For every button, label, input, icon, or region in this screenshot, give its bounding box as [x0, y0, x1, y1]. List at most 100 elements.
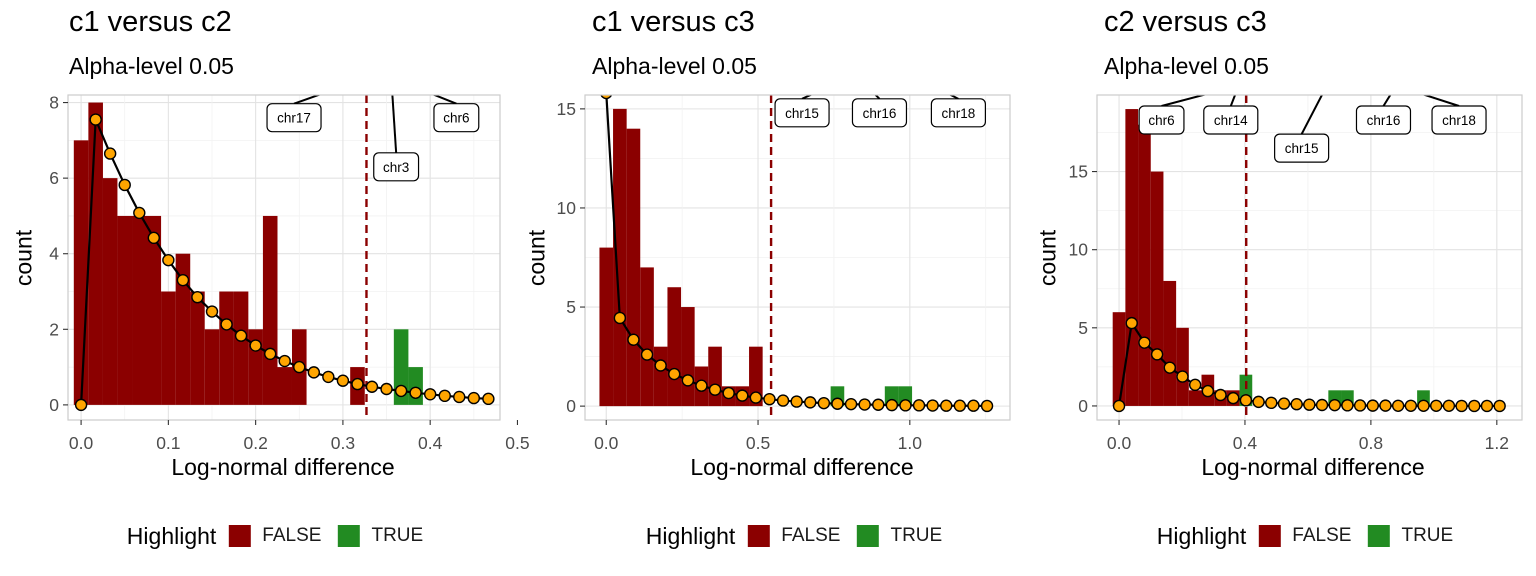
plot-svg: chr15 chr16 chr18 0.0 0.5 1.0 0 5 10 15 — [557, 94, 1011, 453]
density-point — [1125, 316, 1138, 330]
y-tick-label: 15 — [1069, 162, 1088, 182]
density-point — [162, 253, 175, 267]
label-box — [1274, 133, 1330, 163]
density-point — [1480, 399, 1494, 413]
density-point — [1455, 399, 1468, 413]
density-point — [722, 386, 735, 400]
y-tick-label: 5 — [1078, 318, 1088, 338]
plot-area: chr6 chr14 chr15 chr16 chr18 — [1112, 95, 1506, 420]
bar — [88, 102, 103, 405]
x-axis-title: Log-normal difference — [690, 454, 914, 480]
label-connector — [1229, 95, 1237, 107]
facet-panel-c1-vs-c2: chr17 chr6 chr3 0.0 0.1 0.2 0.3 0.4 0.5 0 2 4 6 8 c1 … — [0, 0, 530, 576]
density-point — [1391, 399, 1405, 412]
bar — [1125, 109, 1139, 406]
x-axis-title: Log-normal difference — [1201, 454, 1425, 480]
density-point — [1176, 370, 1189, 383]
x-tick-label: 1.2 — [1485, 433, 1509, 453]
density-point — [613, 311, 627, 325]
density-point — [249, 339, 262, 352]
density-point — [191, 290, 204, 304]
y-tick-label: 6 — [49, 168, 59, 188]
density-point — [695, 379, 708, 392]
density-point — [885, 398, 899, 412]
density-point — [264, 347, 277, 361]
panel-border — [1096, 94, 1523, 421]
density-point — [1328, 398, 1341, 412]
bar — [132, 215, 147, 405]
density-point — [453, 390, 466, 404]
density-point — [1315, 398, 1329, 412]
density-point — [380, 382, 393, 396]
density-point — [74, 398, 88, 412]
density-point — [103, 147, 117, 160]
density-point — [776, 394, 790, 407]
density-point — [912, 399, 926, 412]
label-box — [930, 98, 986, 128]
bar — [1138, 124, 1151, 406]
density-point — [872, 398, 885, 411]
density-point — [804, 396, 817, 409]
density-point — [926, 399, 939, 412]
bar — [146, 215, 162, 405]
panel-border — [67, 94, 501, 421]
x-tick-label: 0.1 — [156, 433, 180, 453]
density-point — [467, 391, 481, 405]
bar — [117, 215, 133, 405]
x-tick-label: 0.0 — [594, 433, 619, 453]
y-tick-label: 0 — [1078, 396, 1088, 416]
facet-panel-c1-vs-c3: chr15 chr16 chr18 0.0 0.5 1.0 0 5 10 15 c1 versus… — [512, 0, 1024, 576]
legend-title: Highlight — [1156, 522, 1247, 549]
legend-label-true: TRUE — [1401, 525, 1454, 546]
density-point — [1404, 399, 1418, 412]
density-point — [205, 305, 219, 318]
density-point — [681, 374, 695, 387]
density-point — [147, 231, 160, 245]
label-text: chr6 — [1148, 113, 1174, 128]
x-tick-label: 0.3 — [331, 433, 355, 453]
density-point — [1430, 399, 1443, 412]
bar — [277, 367, 292, 405]
label-box — [851, 98, 908, 128]
legend-label-true: TRUE — [890, 525, 943, 546]
density-point — [438, 389, 451, 403]
bar — [262, 215, 278, 405]
density-point — [365, 380, 379, 393]
y-axis-title: count — [1034, 229, 1061, 287]
panel-title: c1 versus c3 — [592, 6, 755, 38]
density-point — [1138, 336, 1151, 349]
legend-title: Highlight — [645, 522, 736, 549]
legend-label-true: TRUE — [371, 525, 424, 546]
bar — [1188, 390, 1202, 406]
density-point — [953, 399, 967, 412]
legend-label-false: FALSE — [262, 525, 322, 546]
density-point — [708, 383, 722, 396]
label-connector — [293, 95, 322, 105]
legend-key-false — [1258, 525, 1281, 547]
bar — [667, 287, 682, 407]
bar — [73, 140, 89, 405]
density-point — [1290, 398, 1303, 411]
y-tick-label: 4 — [49, 244, 59, 264]
label-text: chr3 — [383, 160, 409, 175]
density-point — [967, 399, 980, 412]
density-point — [1214, 388, 1227, 402]
density-point — [1227, 391, 1240, 405]
density-point — [1277, 397, 1291, 410]
y-axis-title: count — [10, 229, 37, 287]
label-text: chr18 — [1442, 113, 1476, 128]
x-tick-label: 0.8 — [1359, 433, 1383, 453]
panel-border — [584, 94, 1011, 421]
density-point — [1163, 361, 1176, 374]
label-connector — [1161, 95, 1208, 107]
density-point — [336, 374, 350, 387]
density-point — [322, 370, 335, 384]
label-connector — [1421, 95, 1460, 107]
label-box — [1203, 105, 1259, 135]
label-text: chr15 — [785, 106, 819, 121]
label-text: chr14 — [1214, 113, 1248, 128]
bar — [626, 128, 641, 407]
label-text: chr16 — [1367, 113, 1401, 128]
density-point — [858, 398, 871, 411]
density-point — [1201, 384, 1215, 398]
